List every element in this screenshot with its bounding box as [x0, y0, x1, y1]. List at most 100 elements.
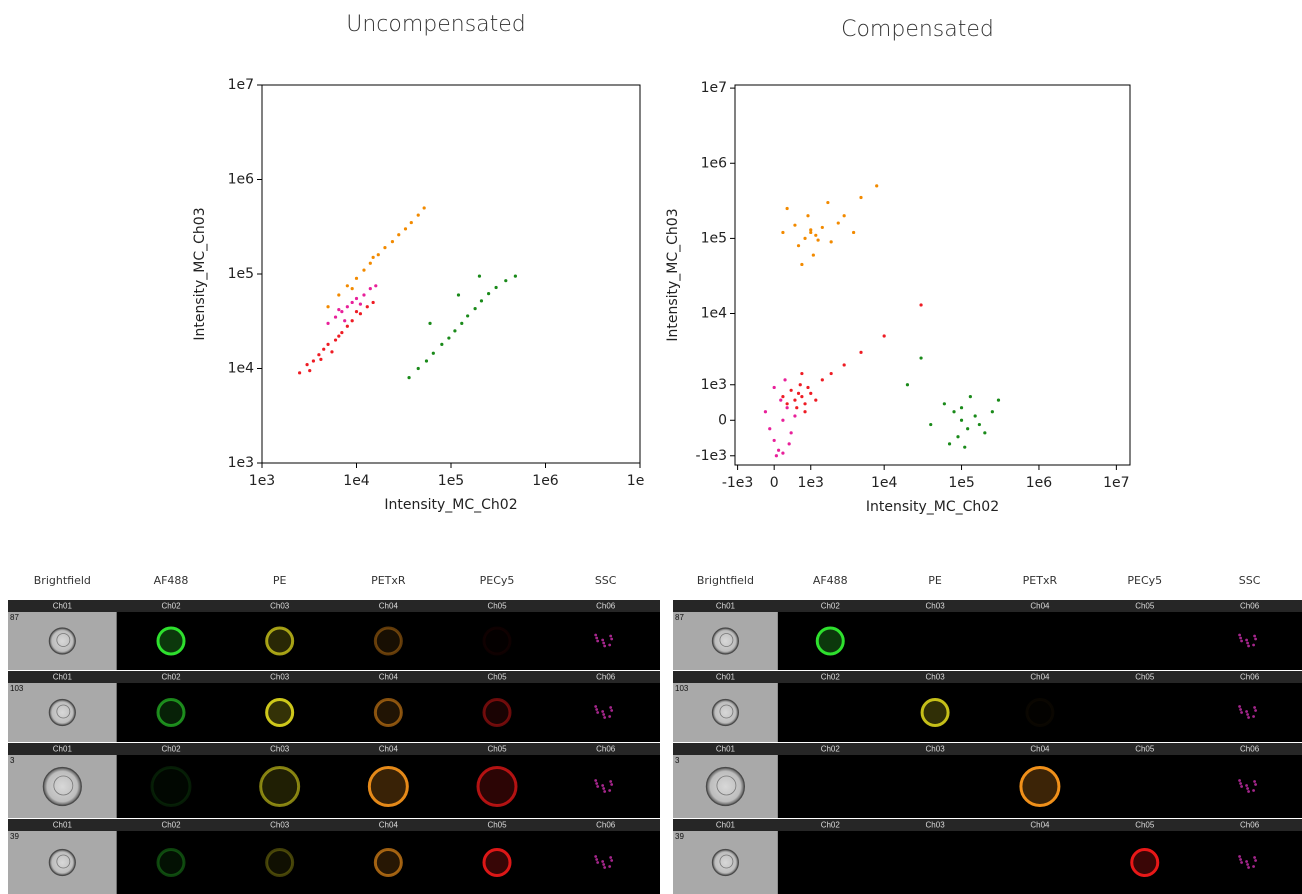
cell-image [603, 866, 607, 869]
cell-image [711, 627, 740, 655]
point [776, 448, 781, 452]
cell-image [1239, 636, 1242, 640]
point [513, 274, 517, 278]
point [781, 230, 785, 235]
cell-image [48, 627, 76, 655]
point [842, 214, 846, 218]
point [781, 451, 785, 455]
point [793, 398, 797, 402]
point [803, 402, 807, 406]
channel-label: Ch04 [379, 602, 399, 611]
point [983, 431, 987, 435]
channel-label: Ch03 [926, 745, 946, 754]
point [787, 442, 791, 446]
channel-label: Ch03 [926, 602, 946, 611]
channel-label: Ch01 [716, 673, 736, 682]
cell-nucleus [719, 704, 734, 719]
point [311, 359, 316, 363]
y-tick-label: 0 [718, 412, 727, 428]
x-tick-label: -1e3 [722, 475, 753, 491]
column-header: PECy5 [1127, 574, 1162, 587]
point [789, 388, 793, 392]
point [919, 356, 923, 360]
object-number: 103 [675, 684, 689, 693]
point [816, 238, 820, 242]
cell-image [373, 698, 403, 727]
point [956, 435, 960, 439]
point [345, 324, 349, 328]
cell-image [1252, 865, 1255, 868]
cell-image [1254, 709, 1257, 712]
cell-image [610, 783, 614, 786]
point [447, 336, 451, 340]
point [317, 353, 321, 357]
channel-label: Ch05 [487, 602, 507, 611]
point [305, 362, 309, 367]
point [905, 383, 910, 387]
point [376, 253, 380, 257]
cell-image [609, 634, 613, 638]
cell-image [602, 787, 606, 790]
cell-image [259, 766, 301, 807]
point [350, 300, 354, 305]
point [963, 445, 967, 449]
point [842, 363, 846, 367]
channel-label: Ch03 [270, 602, 290, 611]
cell-image [482, 626, 512, 656]
y-axis-label: Intensity_MC_Ch03 [665, 208, 681, 341]
x-tick-label: 1e7 [1103, 475, 1129, 491]
cell-image [1253, 780, 1256, 783]
cell-image [602, 863, 606, 866]
cell-image [1246, 641, 1249, 645]
cell-image [482, 848, 512, 877]
point [966, 427, 970, 431]
cell-image [594, 855, 598, 858]
y-tick-label: 1e5 [701, 230, 727, 246]
point [350, 319, 354, 323]
point [859, 195, 863, 200]
plot-frame [734, 84, 1131, 466]
cell-image [48, 698, 76, 727]
cell-image [482, 698, 512, 727]
point [440, 342, 444, 346]
point [354, 276, 359, 280]
column-header: PETxR [1023, 574, 1058, 587]
cell-image [1247, 716, 1250, 719]
point [772, 438, 776, 443]
point [333, 338, 338, 342]
channel-label: Ch02 [161, 821, 181, 830]
channel-label: Ch02 [161, 602, 181, 611]
point [820, 225, 824, 230]
point [785, 206, 789, 211]
channel-label: Ch04 [379, 745, 399, 754]
channel-label: Ch05 [1135, 673, 1155, 682]
point [428, 321, 432, 326]
point [774, 454, 778, 458]
point [796, 391, 801, 395]
cell-image [595, 858, 599, 861]
channel-label: Ch03 [270, 821, 290, 830]
point [959, 418, 964, 422]
y-tick-label: 1e7 [228, 77, 254, 93]
point [781, 395, 785, 399]
channel-label: Ch01 [716, 602, 736, 611]
channel-label: Ch03 [270, 745, 290, 754]
channel-label: Ch05 [487, 673, 507, 682]
y-tick-label: 1e3 [228, 455, 254, 471]
cell-image [594, 779, 598, 782]
cell-image [609, 706, 613, 709]
channel-label: Ch02 [161, 745, 181, 754]
channel-bar [673, 600, 1302, 612]
cell-image [1240, 711, 1243, 714]
channel-label: Ch04 [379, 821, 399, 830]
x-tick-label: 1e4 [871, 475, 898, 491]
point [798, 383, 802, 387]
point [374, 284, 378, 288]
cell-nucleus [53, 775, 74, 796]
point [809, 230, 813, 235]
channel-label: Ch01 [716, 745, 736, 754]
cell-image [1238, 633, 1241, 637]
point [795, 406, 799, 410]
channel-bar [673, 743, 1302, 755]
cell-image [156, 698, 186, 727]
